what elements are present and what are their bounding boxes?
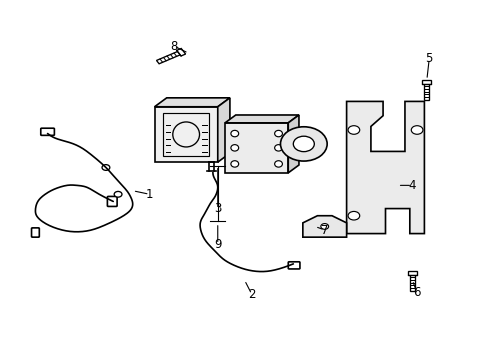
Text: 7: 7: [320, 224, 328, 237]
Polygon shape: [154, 98, 229, 107]
Polygon shape: [224, 123, 287, 173]
Text: 4: 4: [407, 179, 415, 192]
Polygon shape: [407, 271, 416, 275]
Ellipse shape: [230, 161, 238, 167]
FancyBboxPatch shape: [107, 197, 117, 206]
Polygon shape: [156, 51, 181, 64]
Ellipse shape: [230, 130, 238, 137]
Polygon shape: [302, 216, 346, 237]
Circle shape: [320, 224, 328, 229]
Polygon shape: [176, 49, 185, 56]
Text: 9: 9: [214, 238, 221, 251]
Circle shape: [347, 126, 359, 134]
FancyBboxPatch shape: [287, 262, 299, 269]
Text: 6: 6: [412, 286, 420, 299]
Text: 8: 8: [170, 40, 177, 53]
FancyBboxPatch shape: [31, 228, 39, 237]
Polygon shape: [287, 115, 298, 173]
Polygon shape: [217, 98, 229, 162]
Circle shape: [293, 136, 314, 152]
Circle shape: [347, 211, 359, 220]
Polygon shape: [422, 80, 430, 84]
Text: 3: 3: [214, 202, 221, 215]
Text: 2: 2: [247, 288, 255, 301]
Ellipse shape: [230, 145, 238, 151]
Ellipse shape: [274, 130, 282, 137]
Text: 1: 1: [145, 188, 153, 201]
Polygon shape: [346, 102, 424, 234]
Polygon shape: [154, 107, 217, 162]
Ellipse shape: [274, 145, 282, 151]
FancyBboxPatch shape: [41, 128, 54, 135]
Polygon shape: [424, 83, 428, 100]
Text: 5: 5: [425, 52, 432, 65]
Circle shape: [114, 192, 122, 197]
Ellipse shape: [274, 161, 282, 167]
Polygon shape: [409, 274, 414, 291]
Circle shape: [102, 165, 110, 170]
Circle shape: [410, 126, 422, 134]
Polygon shape: [224, 115, 298, 123]
Circle shape: [280, 127, 326, 161]
